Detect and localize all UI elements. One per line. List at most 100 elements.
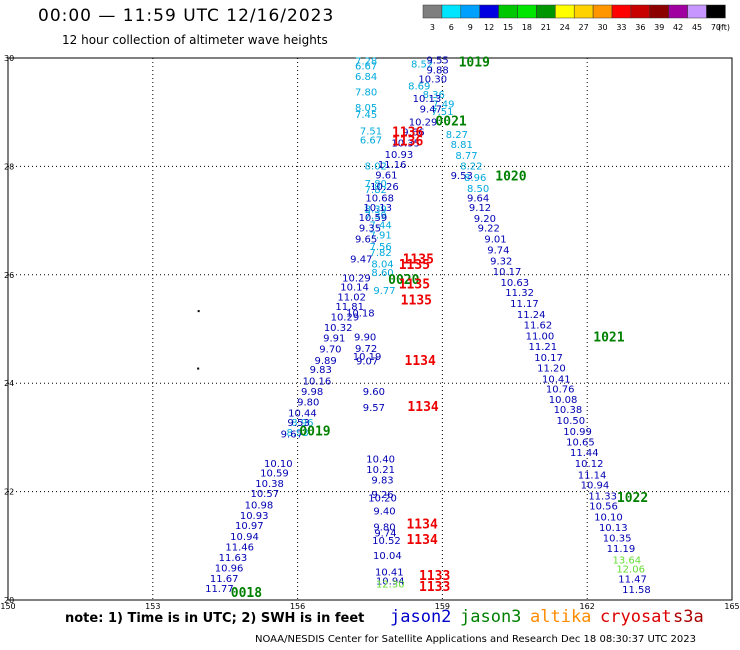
legend-swatch	[630, 4, 651, 19]
wave-height-label: 9.32	[490, 257, 512, 268]
y-tick-label: 22	[4, 488, 14, 497]
wave-height-label: 9.83	[371, 476, 393, 487]
wave-height-label: 7.28	[355, 57, 377, 68]
wave-height-label: 10.38	[554, 405, 583, 416]
wave-height-label: 7.80	[355, 88, 377, 99]
wave-height-label: 9.47	[420, 104, 442, 115]
wave-height-label: 8.04	[371, 259, 393, 270]
legend-swatch	[422, 4, 443, 19]
pass-time-label: 1136	[392, 134, 423, 149]
pass-time-label: 1135	[403, 253, 434, 268]
wave-height-label: 8.02	[365, 161, 387, 172]
wave-height-label: 7.80	[365, 179, 387, 190]
wave-height-label: 9.67	[281, 430, 303, 441]
wave-height-label: 9.07	[356, 356, 378, 367]
pass-time-label: 1135	[401, 294, 432, 309]
wave-height-label: 10.65	[566, 438, 595, 449]
wave-height-label: 10.10	[594, 513, 623, 524]
wave-height-label: 10.12	[575, 459, 604, 470]
wave-height-label: 9.57	[363, 403, 385, 414]
wave-height-label: 10.08	[549, 395, 578, 406]
pass-time-label: 1133	[419, 569, 450, 584]
wave-height-label: 10.14	[340, 283, 369, 294]
wave-height-label: 10.32	[324, 323, 353, 334]
wave-height-label: 9.77	[373, 286, 395, 297]
wave-height-label: 7.39	[365, 211, 387, 222]
wave-height-label: 10.26	[370, 182, 399, 193]
wave-height-label: 8.60	[371, 268, 393, 279]
wave-height-label: 7.51	[431, 107, 453, 118]
wave-height-label: 11.32	[505, 288, 534, 299]
wave-height-label: 10.94	[376, 576, 405, 587]
pass-time-label: 1133	[419, 580, 450, 595]
pass-time-label: 1134	[406, 518, 437, 533]
wave-height-label: 10.94	[581, 481, 610, 492]
pass-time-label: 1134	[406, 533, 437, 548]
wave-height-label: 10.96	[215, 563, 244, 574]
legend-label: 42	[673, 23, 683, 32]
wave-height-label: 10.04	[373, 551, 402, 562]
legend-label: 45	[692, 23, 702, 32]
legend-label: 6	[449, 23, 454, 32]
wave-height-label: 7.51	[360, 127, 382, 138]
wave-height-label: 9.47	[350, 255, 372, 266]
wave-height-label: 11.63	[219, 553, 248, 564]
wave-height-label: 6.67	[360, 135, 382, 146]
wave-height-label: 11.58	[622, 585, 651, 596]
legend-label: 24	[560, 23, 570, 32]
wave-height-label: 10.93	[385, 150, 414, 161]
wave-height-label: 10.97	[235, 521, 264, 532]
wave-height-label: 10.13	[413, 94, 442, 105]
pass-time-label: 1136	[392, 126, 423, 141]
wave-height-label: 9.53	[451, 171, 473, 182]
legend-label: 33	[616, 23, 626, 32]
pass-time-label: 1134	[407, 400, 438, 415]
wave-height-label: 6.67	[355, 62, 377, 73]
pass-time-label: 0019	[299, 424, 330, 439]
wave-height-label: 10.56	[589, 502, 618, 513]
wave-height-label: 6.84	[355, 72, 377, 83]
wave-height-label: 10.59	[359, 213, 388, 224]
legend-swatch	[592, 4, 613, 19]
wave-height-label: 10.38	[255, 479, 284, 490]
wave-height-label: 10.29	[342, 274, 371, 285]
wave-height-label: 9.53	[287, 418, 309, 429]
wave-height-label: 7.45	[355, 110, 377, 121]
pass-time-label: 1019	[459, 55, 490, 70]
wave-height-label: 10.68	[365, 193, 394, 204]
wave-height-label: 9.65	[355, 234, 377, 245]
legend-swatch	[573, 4, 594, 19]
wave-height-label: 11.21	[528, 342, 557, 353]
legend-label: 3	[430, 23, 435, 32]
wave-height-label: 10.17	[493, 267, 522, 278]
wave-height-label: 11.02	[337, 292, 366, 303]
wave-height-label: 10.52	[372, 536, 401, 547]
wave-height-label: 11.67	[210, 574, 239, 585]
legend-swatch	[517, 4, 537, 19]
wave-height-label: 9.60	[363, 387, 385, 398]
page-title: 00:00 — 11:59 UTC 12/16/2023	[38, 6, 335, 26]
wave-height-label: 7.56	[369, 242, 391, 253]
plot-frame	[7, 57, 733, 601]
wave-height-label: 8.77	[455, 151, 477, 162]
wave-height-label: 10.40	[366, 455, 395, 466]
wave-height-label: 10.29	[409, 117, 438, 128]
legend-swatch	[668, 4, 688, 19]
wave-height-label: 9.89	[314, 356, 336, 367]
point-marker	[197, 310, 200, 313]
wave-height-label: 9.80	[373, 522, 395, 533]
wave-height-label: 9.35	[359, 224, 381, 235]
wave-height-label: 10.30	[418, 75, 447, 86]
y-tick-label: 20	[4, 596, 14, 605]
wave-height-label: 10.20	[368, 494, 397, 505]
legend-label: 39	[654, 23, 664, 32]
legend-swatch	[460, 4, 480, 19]
wave-height-label: 9.91	[323, 334, 345, 345]
wave-height-label: 7.44	[369, 220, 391, 231]
wave-height-label: 10.57	[250, 489, 279, 500]
wave-height-label: 10.63	[500, 278, 529, 289]
wave-height-label: 9.74	[374, 528, 396, 539]
wave-height-label: 9.72	[355, 344, 377, 355]
wave-height-label: 11.47	[618, 574, 647, 585]
wave-height-label: 10.18	[346, 309, 375, 320]
